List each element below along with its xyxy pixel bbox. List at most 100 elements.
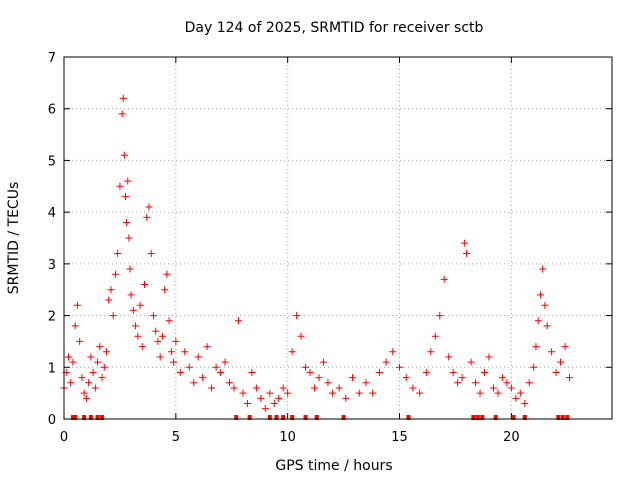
data-point bbox=[109, 312, 117, 320]
y-axis: 0 1 2 3 4 5 6 7 bbox=[48, 51, 612, 428]
data-point bbox=[324, 379, 332, 387]
zero-value-point bbox=[100, 415, 105, 420]
data-point bbox=[521, 399, 529, 407]
data-point bbox=[154, 337, 162, 345]
data-point bbox=[127, 291, 135, 299]
data-point bbox=[449, 368, 457, 376]
data-point bbox=[389, 348, 397, 356]
y-tick-label: 4 bbox=[48, 206, 56, 221]
data-point bbox=[349, 374, 357, 382]
data-point bbox=[530, 363, 538, 371]
data-point bbox=[129, 306, 137, 314]
data-point bbox=[460, 239, 468, 247]
data-point bbox=[107, 286, 115, 294]
data-point bbox=[266, 389, 274, 397]
data-point bbox=[158, 332, 166, 340]
data-point bbox=[71, 322, 79, 330]
data-point bbox=[481, 368, 489, 376]
data-point bbox=[261, 405, 269, 413]
data-point bbox=[566, 374, 574, 382]
data-point bbox=[476, 389, 484, 397]
data-point bbox=[64, 353, 72, 361]
data-point bbox=[503, 379, 511, 387]
data-point bbox=[507, 384, 515, 392]
zero-value-point bbox=[247, 415, 252, 420]
data-point bbox=[111, 270, 119, 278]
zero-value-point bbox=[267, 415, 272, 420]
data-point bbox=[89, 368, 97, 376]
data-point bbox=[252, 384, 260, 392]
data-point bbox=[534, 317, 542, 325]
data-point bbox=[489, 384, 497, 392]
data-point bbox=[181, 348, 189, 356]
data-point bbox=[116, 182, 124, 190]
zero-value-point bbox=[303, 415, 308, 420]
data-point bbox=[125, 234, 133, 242]
data-point bbox=[147, 250, 155, 258]
data-point bbox=[124, 177, 132, 185]
data-point bbox=[114, 250, 122, 258]
data-point bbox=[67, 379, 75, 387]
zero-value-point bbox=[480, 415, 485, 420]
y-tick-label: 3 bbox=[48, 258, 56, 273]
data-point bbox=[217, 368, 225, 376]
data-point bbox=[163, 270, 171, 278]
data-point bbox=[422, 368, 430, 376]
zero-value-point bbox=[82, 415, 87, 420]
data-point bbox=[402, 374, 410, 382]
zero-value-point bbox=[560, 415, 565, 420]
zero-value-point bbox=[234, 415, 239, 420]
data-point bbox=[119, 94, 127, 102]
data-point bbox=[532, 343, 540, 351]
data-point bbox=[234, 317, 242, 325]
data-point bbox=[76, 337, 84, 345]
zero-value-point bbox=[565, 415, 570, 420]
data-point bbox=[431, 332, 439, 340]
data-point bbox=[539, 265, 547, 273]
data-point bbox=[472, 379, 480, 387]
data-point bbox=[170, 358, 178, 366]
data-point bbox=[105, 296, 113, 304]
data-point bbox=[315, 374, 323, 382]
data-point bbox=[536, 291, 544, 299]
zero-value-point bbox=[406, 415, 411, 420]
data-point bbox=[87, 353, 95, 361]
zero-value-point bbox=[556, 415, 561, 420]
data-point bbox=[96, 343, 104, 351]
x-tick-label: 10 bbox=[279, 430, 296, 445]
data-point bbox=[467, 358, 475, 366]
data-point bbox=[369, 389, 377, 397]
data-point bbox=[416, 389, 424, 397]
data-point bbox=[306, 368, 314, 376]
y-tick-label: 6 bbox=[48, 103, 56, 118]
data-point bbox=[136, 301, 144, 309]
x-tick-label: 15 bbox=[391, 430, 408, 445]
data-point bbox=[69, 358, 77, 366]
data-point bbox=[284, 389, 292, 397]
data-point bbox=[557, 358, 565, 366]
data-point bbox=[199, 374, 207, 382]
data-point bbox=[297, 332, 305, 340]
data-point bbox=[319, 358, 327, 366]
x-tick-label: 0 bbox=[60, 430, 68, 445]
data-point bbox=[454, 379, 462, 387]
zero-value-point bbox=[341, 415, 346, 420]
data-point bbox=[498, 374, 506, 382]
data-point bbox=[208, 384, 216, 392]
data-point bbox=[257, 394, 265, 402]
data-point bbox=[270, 399, 278, 407]
data-point bbox=[126, 265, 134, 273]
data-point bbox=[172, 337, 180, 345]
data-point bbox=[78, 374, 86, 382]
data-point bbox=[541, 301, 549, 309]
data-point bbox=[463, 250, 471, 258]
data-point bbox=[382, 358, 390, 366]
zero-value-point bbox=[314, 415, 319, 420]
zero-value-point bbox=[475, 415, 480, 420]
data-point bbox=[134, 332, 142, 340]
data-point bbox=[302, 363, 310, 371]
data-point bbox=[141, 281, 149, 289]
x-axis-label: GPS time / hours bbox=[275, 458, 392, 474]
zero-value-point bbox=[274, 415, 279, 420]
data-point bbox=[73, 301, 81, 309]
